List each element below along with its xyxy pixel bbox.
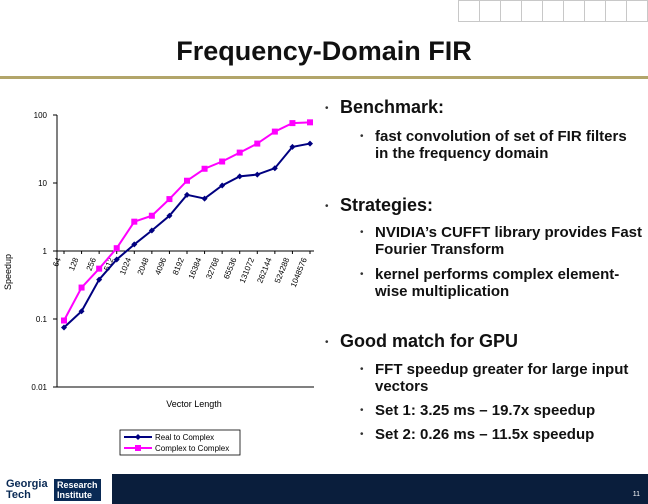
data-point	[113, 245, 120, 252]
bullet-heading: Benchmark:	[340, 97, 445, 117]
data-point	[219, 158, 226, 165]
data-point	[131, 241, 138, 248]
data-point	[184, 191, 190, 198]
data-point	[254, 171, 261, 178]
sub-bullet-text: kernel performs complex element-wise mul…	[375, 266, 620, 300]
sub-bullet-dot: •	[360, 429, 364, 440]
legend-marker	[135, 434, 141, 440]
logo-line1: Georgia	[6, 478, 48, 490]
x-tick-label: 524288	[273, 256, 292, 285]
data-point	[148, 212, 155, 219]
bullet-dot: •	[325, 103, 329, 114]
x-tick-label: 32768	[204, 256, 221, 281]
data-point	[61, 324, 67, 331]
data-point	[148, 227, 155, 234]
data-point	[307, 140, 313, 147]
top-decor-grid	[458, 0, 648, 22]
y-tick-label: 100	[34, 111, 48, 120]
bullet-heading: Good match for GPU	[340, 331, 519, 351]
series-line-1	[63, 121, 311, 321]
data-point	[271, 165, 278, 172]
sub-bullet-text: fast convolution of set of FIR filters i…	[375, 128, 627, 162]
x-tick-label: 1048576	[289, 256, 309, 289]
data-point	[113, 256, 120, 263]
x-tick-label: 8192	[171, 256, 186, 276]
data-point	[131, 218, 138, 225]
sub-bullet-text: Set 1: 3.25 ms – 19.7x speedup	[375, 402, 596, 419]
data-point	[271, 128, 278, 135]
data-point	[61, 317, 67, 324]
y-axis-title: Speedup	[3, 254, 13, 290]
bullet-dot: •	[325, 337, 329, 348]
data-point	[166, 196, 173, 203]
page-number: 11	[632, 491, 640, 498]
legend-label: Real to Complex	[155, 433, 214, 442]
legend-marker	[135, 445, 141, 451]
y-tick-label: 0.1	[36, 315, 48, 324]
data-point	[201, 165, 208, 172]
data-point	[236, 173, 243, 180]
x-tick-label: 64	[51, 256, 63, 268]
data-point	[96, 276, 103, 283]
x-tick-label: 262144	[255, 256, 274, 285]
y-tick-label: 0.01	[31, 383, 47, 392]
footer-bar: Georgia Tech Research Institute 11	[0, 474, 648, 504]
sub-bullet-text: NVIDIA’s CUFFT library provides Fast Fou…	[375, 224, 643, 258]
x-tick-label: 4096	[153, 256, 168, 276]
sub-bullet-dot: •	[360, 131, 364, 142]
logo-institute: Institute	[57, 490, 92, 500]
y-tick-label: 10	[38, 179, 47, 188]
series-line-0	[63, 142, 311, 329]
data-point	[307, 119, 313, 126]
x-tick-label: 131072	[238, 256, 257, 285]
sub-bullet-text: Set 2: 0.26 ms – 11.5x speedup	[375, 426, 595, 443]
data-point	[184, 177, 190, 184]
data-point	[236, 149, 243, 156]
legend-label: Complex to Complex	[155, 444, 229, 453]
data-point	[201, 195, 208, 202]
data-point	[219, 182, 226, 189]
x-axis-title: Vector Length	[166, 399, 222, 409]
sub-bullet-text: FFT speedup greater for large input vect…	[375, 361, 629, 395]
georgia-tech-logo: Georgia Tech Research Institute	[0, 474, 112, 504]
bullet-dot: •	[325, 201, 329, 212]
x-tick-label: 1024	[118, 256, 133, 276]
x-tick-label: 128	[67, 256, 81, 272]
sub-bullet-dot: •	[360, 364, 364, 375]
y-tick-label: 1	[43, 247, 48, 256]
x-tick-label: 65536	[222, 256, 239, 281]
logo-line2: Tech	[6, 489, 31, 501]
data-point	[254, 140, 261, 147]
sub-bullet-dot: •	[360, 269, 364, 280]
x-tick-label: 2048	[136, 256, 151, 276]
data-point	[289, 143, 296, 150]
data-point	[78, 284, 85, 291]
sub-bullet-dot: •	[360, 227, 364, 238]
data-point	[96, 265, 103, 272]
logo-research: Research	[57, 480, 98, 490]
x-tick-label: 16384	[187, 256, 204, 281]
data-point	[78, 308, 85, 315]
bullet-heading: Strategies:	[340, 195, 434, 215]
title-rule	[0, 76, 648, 79]
sub-bullet-dot: •	[360, 405, 364, 416]
data-point	[166, 212, 173, 219]
data-point	[289, 120, 296, 127]
slide-title: Frequency-Domain FIR	[176, 36, 472, 66]
